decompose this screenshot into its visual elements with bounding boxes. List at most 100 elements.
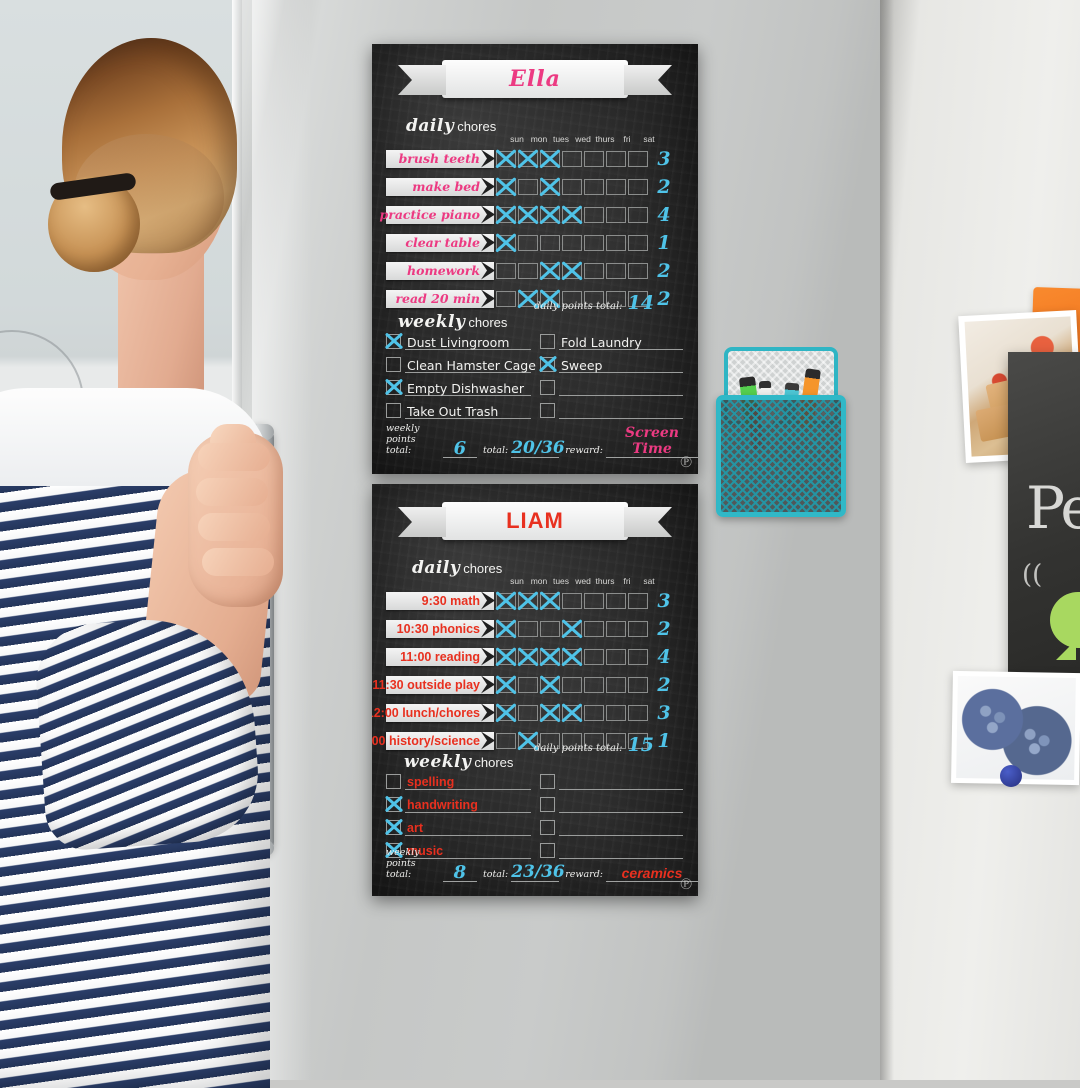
- chore-checkbox-sat[interactable]: [628, 732, 648, 749]
- chore-row[interactable]: practice piano 4: [380, 204, 672, 226]
- chore-checkbox-sun[interactable]: [496, 704, 516, 721]
- blue-magnet[interactable]: [1000, 765, 1022, 787]
- chore-checkbox-thurs[interactable]: [584, 620, 604, 637]
- chore-checkbox-fri[interactable]: [606, 732, 626, 749]
- chore-checkbox-mon[interactable]: [518, 290, 538, 307]
- chore-checkbox-sun[interactable]: [496, 648, 516, 665]
- chore-checkbox-sun[interactable]: [496, 732, 516, 749]
- chore-checkbox-wed[interactable]: [562, 234, 582, 251]
- chore-checkbox-mon[interactable]: [518, 178, 538, 195]
- chore-checkbox-sat[interactable]: [628, 676, 648, 693]
- chore-checkbox-sun[interactable]: [496, 206, 516, 223]
- chore-checkbox-thurs[interactable]: [584, 676, 604, 693]
- weekly-chore-item[interactable]: Fold Laundry: [540, 332, 683, 350]
- chore-checkbox-sat[interactable]: [628, 206, 648, 223]
- chore-row[interactable]: homework 2: [386, 260, 672, 282]
- chore-checkbox-tues[interactable]: [540, 234, 560, 251]
- chore-row[interactable]: 1:00 history/science 1: [372, 730, 672, 752]
- total-value[interactable]: 23/36: [511, 862, 565, 882]
- chore-checkbox-mon[interactable]: [518, 620, 538, 637]
- chore-checkbox-wed[interactable]: [562, 676, 582, 693]
- chore-checkbox-thurs[interactable]: [584, 704, 604, 721]
- total-value[interactable]: 20/36: [511, 438, 565, 458]
- chore-checkbox-tues[interactable]: [540, 704, 560, 721]
- chore-checkbox-tues[interactable]: [540, 262, 560, 279]
- chore-row[interactable]: 11:00 reading 4: [386, 646, 672, 668]
- reward-value[interactable]: Screen Time: [606, 425, 698, 458]
- chore-checkbox-fri[interactable]: [606, 704, 626, 721]
- chore-checkbox-fri[interactable]: [606, 262, 626, 279]
- chore-checkbox-mon[interactable]: [518, 648, 538, 665]
- chore-checkbox-tues[interactable]: [540, 178, 560, 195]
- chore-checkbox-tues[interactable]: [540, 620, 560, 637]
- reward-value[interactable]: ceramics: [606, 865, 698, 882]
- weekly-chore-item[interactable]: [540, 841, 683, 859]
- chore-checkbox-sat[interactable]: [628, 150, 648, 167]
- weekly-chore-checkbox[interactable]: [540, 356, 555, 372]
- chore-checkbox-sun[interactable]: [496, 178, 516, 195]
- weekly-chore-checkbox[interactable]: [540, 842, 555, 858]
- chore-checkbox-sun[interactable]: [496, 234, 516, 251]
- chore-checkbox-wed[interactable]: [562, 206, 582, 223]
- chore-checkbox-fri[interactable]: [606, 592, 626, 609]
- chore-checkbox-fri[interactable]: [606, 178, 626, 195]
- chore-checkbox-sat[interactable]: [628, 704, 648, 721]
- chore-row[interactable]: clear table 1: [386, 232, 672, 254]
- chore-checkbox-fri[interactable]: [606, 206, 626, 223]
- chore-checkbox-tues[interactable]: [540, 150, 560, 167]
- chore-checkbox-thurs[interactable]: [584, 262, 604, 279]
- weekly-chore-checkbox[interactable]: [386, 356, 401, 372]
- chore-row[interactable]: 12:00 lunch/chores 3: [372, 702, 672, 724]
- weekly-chore-checkbox[interactable]: [540, 773, 555, 789]
- chore-checkbox-thurs[interactable]: [584, 592, 604, 609]
- marker-basket[interactable]: [716, 347, 846, 517]
- weekly-chore-item[interactable]: Sweep: [540, 355, 683, 373]
- chore-checkbox-mon[interactable]: [518, 704, 538, 721]
- weekly-chore-item[interactable]: Empty Dishwasher: [386, 378, 531, 396]
- chore-checkbox-mon[interactable]: [518, 262, 538, 279]
- chore-row[interactable]: 10:30 phonics 2: [386, 618, 672, 640]
- chore-checkbox-mon[interactable]: [518, 592, 538, 609]
- chore-checkbox-thurs[interactable]: [584, 178, 604, 195]
- chore-checkbox-fri[interactable]: [606, 648, 626, 665]
- chore-checkbox-sun[interactable]: [496, 592, 516, 609]
- chore-checkbox-sun[interactable]: [496, 620, 516, 637]
- weekly-chore-item[interactable]: spelling: [386, 772, 531, 790]
- chore-checkbox-sat[interactable]: [628, 592, 648, 609]
- chore-board-ella[interactable]: Ella daily chores sun mon tues wed thurs …: [372, 44, 698, 474]
- chore-checkbox-fri[interactable]: [606, 620, 626, 637]
- chore-row[interactable]: 9:30 math 3: [386, 590, 672, 612]
- weekly-chore-item[interactable]: [540, 818, 683, 836]
- weekly-chore-item[interactable]: art: [386, 818, 531, 836]
- chore-checkbox-wed[interactable]: [562, 620, 582, 637]
- chore-checkbox-wed[interactable]: [562, 178, 582, 195]
- chore-checkbox-tues[interactable]: [540, 290, 560, 307]
- chore-checkbox-thurs[interactable]: [584, 648, 604, 665]
- chore-checkbox-wed[interactable]: [562, 150, 582, 167]
- chore-checkbox-sun[interactable]: [496, 290, 516, 307]
- chore-checkbox-thurs[interactable]: [584, 206, 604, 223]
- weekly-chore-item[interactable]: [540, 772, 683, 790]
- chore-checkbox-tues[interactable]: [540, 206, 560, 223]
- weekly-chore-checkbox[interactable]: [386, 379, 401, 395]
- weekly-chore-checkbox[interactable]: [540, 402, 555, 418]
- chore-checkbox-wed[interactable]: [562, 732, 582, 749]
- chore-checkbox-thurs[interactable]: [584, 234, 604, 251]
- chore-checkbox-mon[interactable]: [518, 206, 538, 223]
- chore-checkbox-mon[interactable]: [518, 234, 538, 251]
- chore-checkbox-wed[interactable]: [562, 648, 582, 665]
- chore-checkbox-sat[interactable]: [628, 620, 648, 637]
- weekly-chore-checkbox[interactable]: [386, 842, 401, 858]
- chore-checkbox-sat[interactable]: [628, 648, 648, 665]
- weekly-chore-item[interactable]: [540, 378, 683, 396]
- weekly-chore-checkbox[interactable]: [386, 819, 401, 835]
- chore-checkbox-fri[interactable]: [606, 150, 626, 167]
- chore-checkbox-wed[interactable]: [562, 592, 582, 609]
- chore-checkbox-tues[interactable]: [540, 732, 560, 749]
- weekly-chore-checkbox[interactable]: [386, 333, 401, 349]
- weekly-chore-checkbox[interactable]: [386, 796, 401, 812]
- weekly-chore-checkbox[interactable]: [540, 819, 555, 835]
- chore-checkbox-sat[interactable]: [628, 290, 648, 307]
- weekly-points-value[interactable]: 6: [442, 440, 477, 458]
- chore-checkbox-tues[interactable]: [540, 648, 560, 665]
